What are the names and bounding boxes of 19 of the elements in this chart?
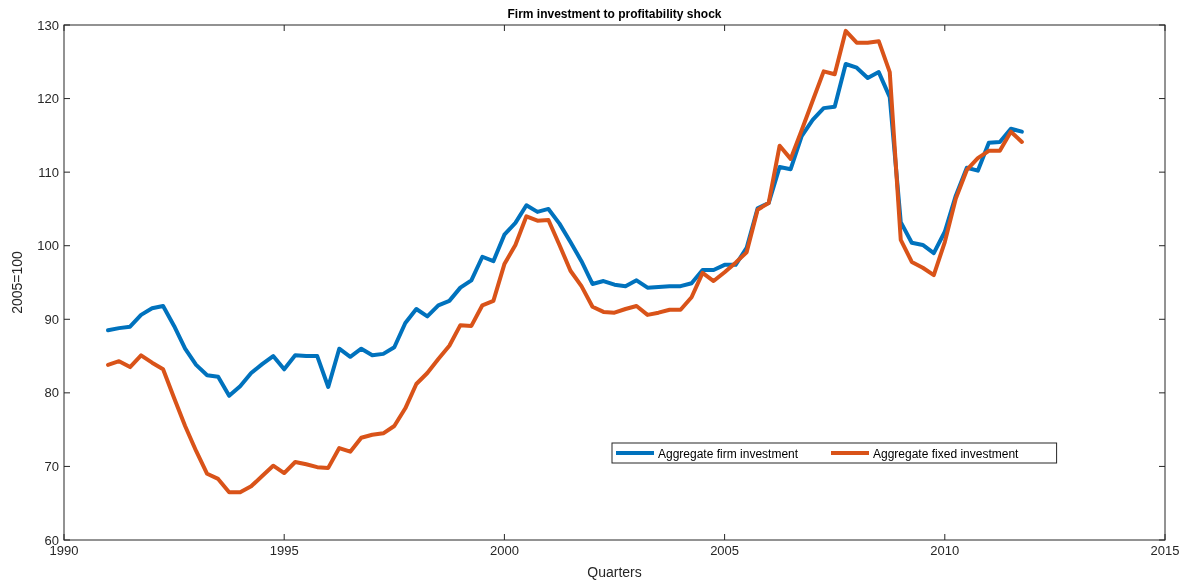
chart-title: Firm investment to profitability shock bbox=[507, 7, 722, 21]
y-tick-label: 110 bbox=[38, 164, 59, 180]
x-axis-title: Quarters bbox=[587, 564, 642, 580]
y-axis-title: 2005=100 bbox=[9, 250, 25, 314]
y-tick-label: 80 bbox=[44, 385, 59, 401]
y-tick-label: 90 bbox=[44, 311, 59, 327]
y-tick-label: 100 bbox=[37, 238, 59, 254]
legend-label: Aggregate fixed investment bbox=[873, 446, 1020, 461]
y-tick-label: 120 bbox=[37, 91, 59, 107]
x-tick-label: 2015 bbox=[1150, 543, 1180, 558]
x-tick-label: 1990 bbox=[49, 543, 79, 558]
y-tick-label: 70 bbox=[44, 458, 59, 474]
x-tick-label: 2005 bbox=[710, 543, 740, 558]
x-tick-label: 1995 bbox=[269, 543, 299, 558]
line-series bbox=[106, 28, 1024, 495]
y-tick-label: 130 bbox=[37, 17, 59, 33]
legend-label: Aggregate firm investment bbox=[658, 446, 799, 461]
x-tick-label: 2000 bbox=[489, 543, 519, 558]
x-tick-label: 2010 bbox=[930, 543, 960, 558]
